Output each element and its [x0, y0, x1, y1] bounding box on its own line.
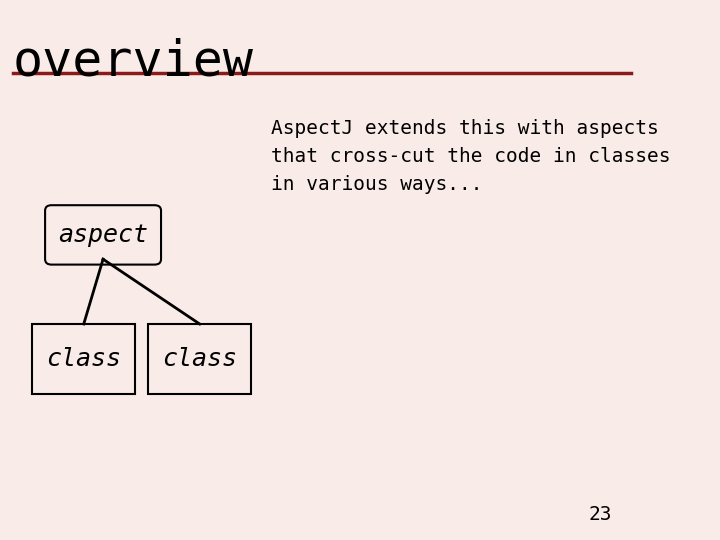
Bar [148, 324, 251, 394]
FancyBboxPatch shape [45, 205, 161, 265]
Text: class: class [46, 347, 121, 371]
Text: overview: overview [13, 38, 254, 86]
Text: class: class [162, 347, 237, 371]
Text: 23: 23 [588, 505, 612, 524]
Text: AspectJ extends this with aspects
that cross-cut the code in classes
in various : AspectJ extends this with aspects that c… [271, 119, 670, 194]
Bar [32, 324, 135, 394]
Text: aspect: aspect [58, 223, 148, 247]
